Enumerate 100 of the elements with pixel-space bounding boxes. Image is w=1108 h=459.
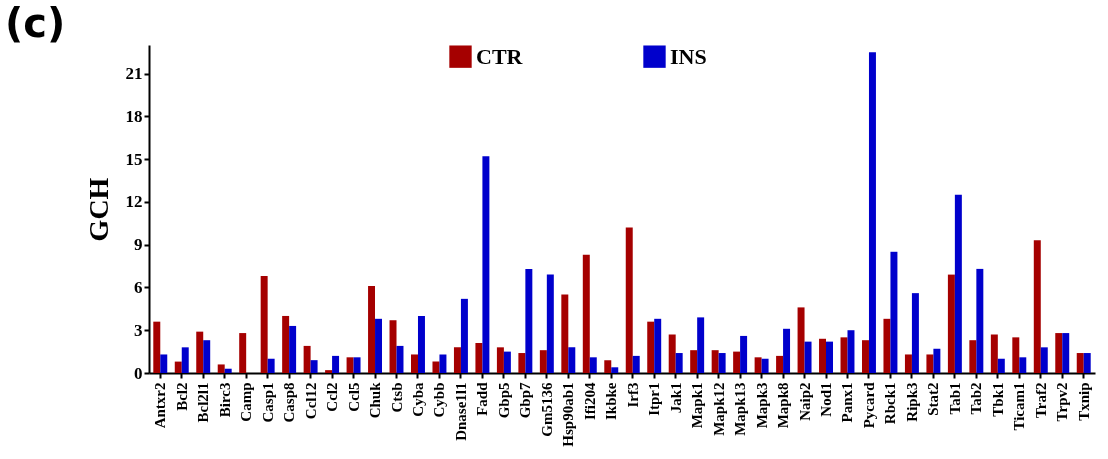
x-tick-label: Birc3 <box>216 382 233 418</box>
x-tick-label: Bcl2 <box>173 382 190 411</box>
bar <box>668 334 676 373</box>
bar <box>546 274 554 373</box>
bar <box>1055 333 1063 373</box>
x-tick-label: Camp <box>238 382 255 422</box>
x-tick-label: Gbp7 <box>517 382 534 419</box>
x-tick-label: Cyba <box>409 382 426 417</box>
x-tick-label: Ccl5 <box>345 382 362 412</box>
bar <box>153 321 161 373</box>
bar <box>303 345 311 373</box>
bar <box>990 334 998 373</box>
y-tick-label: 21 <box>125 64 143 84</box>
bar <box>260 276 268 373</box>
bar <box>353 357 361 373</box>
bar <box>690 350 698 373</box>
bar <box>174 361 182 373</box>
x-tick-label: Rbck1 <box>882 382 899 425</box>
x-tick-label: Fadd <box>474 381 491 416</box>
bar <box>203 340 211 373</box>
bar <box>1019 357 1027 373</box>
bar <box>439 354 447 373</box>
bar <box>503 351 511 373</box>
bar <box>561 294 569 373</box>
bar <box>776 355 784 373</box>
x-tick-label: Tab1 <box>946 382 963 415</box>
y-tick-label: 3 <box>134 320 143 340</box>
x-tick-label: Bcl2l1 <box>195 382 212 423</box>
bar <box>754 357 762 373</box>
legend-label: CTR <box>476 43 524 69</box>
bar <box>632 355 640 373</box>
bar <box>568 347 576 373</box>
x-tick-label: Gbp5 <box>495 382 512 419</box>
x-tick-label: Ikbke <box>603 382 620 421</box>
bar <box>1083 353 1091 373</box>
bar <box>160 354 168 373</box>
bar <box>969 340 977 373</box>
bar <box>933 348 941 373</box>
x-tick-label: Antxr2 <box>152 382 169 429</box>
x-tick-label: Panx1 <box>839 382 856 423</box>
x-tick-label: Mapk8 <box>775 382 792 429</box>
x-tick-label: Ifi204 <box>581 382 598 420</box>
chart-title: (c) <box>5 0 66 46</box>
x-tick-label: Hsp90ab1 <box>560 382 577 447</box>
bar <box>647 321 655 373</box>
bar <box>181 347 189 373</box>
y-tick-label: 18 <box>125 106 143 126</box>
x-tick-label: Tab2 <box>968 382 985 415</box>
bar <box>604 360 612 373</box>
y-tick-label: 9 <box>134 235 143 255</box>
x-tick-label: Tbk1 <box>989 382 1006 417</box>
bar <box>539 350 547 373</box>
bar <box>310 360 318 373</box>
bar <box>718 353 726 373</box>
bar <box>740 335 748 373</box>
bar <box>453 347 461 373</box>
bar <box>868 52 876 373</box>
bar <box>417 315 425 373</box>
bar <box>976 268 984 373</box>
bar <box>582 254 590 373</box>
x-tick-label: Chuk <box>367 381 384 419</box>
bar <box>1033 240 1041 373</box>
x-tick-label: Ripk3 <box>903 382 920 422</box>
x-tick-label: Ctsb <box>388 382 405 413</box>
bar <box>589 357 597 373</box>
bar <box>196 331 204 373</box>
bar <box>346 357 354 373</box>
bar <box>224 368 232 373</box>
bar <box>375 318 383 373</box>
bar <box>432 361 440 373</box>
x-tick-label: Cybb <box>431 382 448 418</box>
bar <box>611 367 619 373</box>
bar <box>496 347 504 373</box>
bar <box>267 358 275 373</box>
bar <box>482 156 490 373</box>
x-tick-label: Nod1 <box>818 382 835 417</box>
y-tick-label: 12 <box>125 192 143 212</box>
bar <box>239 333 247 373</box>
bar <box>1012 337 1020 373</box>
bar <box>797 307 805 373</box>
bar <box>954 194 962 373</box>
x-tick-label: Irf3 <box>624 382 641 408</box>
x-tick-label: Jak1 <box>667 382 684 414</box>
bar <box>1062 333 1070 373</box>
x-tick-label: Traf2 <box>1032 382 1049 419</box>
x-tick-label: Mapk3 <box>753 382 770 429</box>
bar <box>411 354 418 373</box>
bar <box>368 286 376 373</box>
bar <box>904 354 912 373</box>
bar <box>625 227 633 373</box>
x-tick-label: Itpr1 <box>646 382 663 416</box>
bar <box>819 338 827 373</box>
bar <box>847 330 855 373</box>
bar <box>890 251 898 373</box>
y-tick-label: 0 <box>134 363 143 383</box>
x-tick-label: Casp8 <box>281 382 298 423</box>
bar <box>804 341 812 373</box>
x-tick-label: Ccl2 <box>324 382 341 412</box>
bar <box>926 354 934 373</box>
bar <box>654 318 662 373</box>
